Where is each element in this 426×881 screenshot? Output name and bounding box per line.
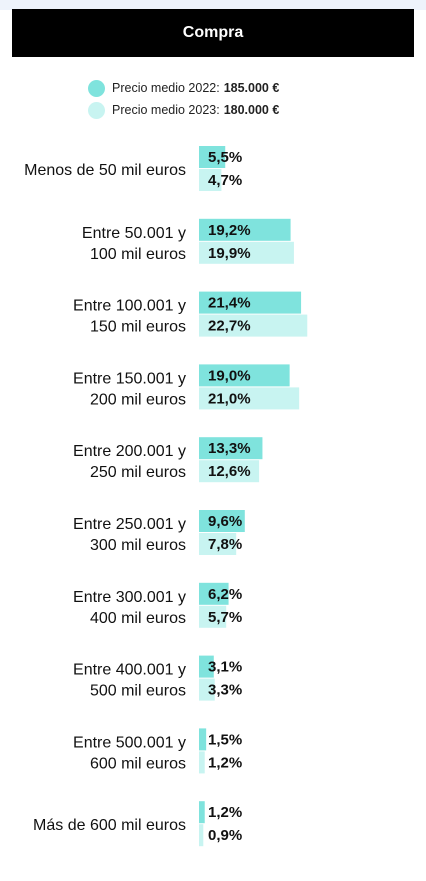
value-label-2022: 6,2% bbox=[208, 586, 242, 603]
bar-2022 bbox=[199, 655, 214, 678]
bar-2023 bbox=[199, 387, 300, 410]
category-label: Entre 50.001 y 100 mil euros bbox=[82, 225, 186, 263]
value-label-2023: 7,8% bbox=[208, 536, 242, 553]
category-label: Entre 250.001 y 300 mil euros bbox=[73, 516, 186, 554]
bar-2023 bbox=[199, 314, 308, 337]
legend: Precio medio 2022: 185.000 € Precio medi… bbox=[88, 77, 279, 121]
value-label-2023: 21,0% bbox=[208, 390, 251, 407]
category-label-line: Entre 500.001 y bbox=[73, 734, 186, 751]
value-label-2023: 3,3% bbox=[208, 682, 242, 699]
category-label: Menos de 50 mil euros bbox=[24, 162, 186, 179]
legend-item-2022: Precio medio 2022: 185.000 € bbox=[88, 77, 279, 99]
category-label-line: 300 mil euros bbox=[90, 537, 186, 554]
legend-item-2023: Precio medio 2023: 180.000 € bbox=[88, 99, 279, 121]
value-label-2022: 19,0% bbox=[208, 367, 251, 384]
bar-2022 bbox=[199, 364, 290, 387]
top-strip bbox=[0, 0, 426, 10]
value-label-2023: 22,7% bbox=[208, 318, 251, 335]
category-label-line: 150 mil euros bbox=[90, 319, 186, 336]
value-label-2022: 19,2% bbox=[208, 222, 251, 239]
bar-2023 bbox=[199, 241, 294, 264]
category-label-line: Entre 250.001 y bbox=[73, 516, 186, 533]
category-label-line: Entre 300.001 y bbox=[73, 589, 186, 606]
value-label-2022: 1,5% bbox=[208, 731, 242, 748]
category-label: Más de 600 mil euros bbox=[33, 817, 186, 834]
value-label-2022: 13,3% bbox=[208, 440, 251, 457]
category-label-line: 100 mil euros bbox=[90, 246, 186, 263]
value-label-2022: 9,6% bbox=[208, 513, 242, 530]
category-label: Entre 200.001 y 250 mil euros bbox=[73, 443, 186, 481]
legend-label-2023: Precio medio 2023: bbox=[112, 103, 220, 117]
category-label-line: Entre 50.001 y bbox=[82, 225, 186, 242]
legend-swatch-2022 bbox=[88, 79, 105, 97]
category-label: Entre 400.001 y 500 mil euros bbox=[73, 662, 186, 700]
bar-2022 bbox=[199, 437, 263, 460]
legend-value-2023: 180.000 € bbox=[223, 103, 280, 117]
bar-2022 bbox=[199, 146, 226, 168]
chart-title: Compra bbox=[182, 24, 244, 41]
bar-2022 bbox=[199, 582, 229, 605]
value-label-2022: 1,2% bbox=[208, 804, 242, 821]
legend-label-2022: Precio medio 2022: bbox=[112, 81, 220, 95]
bar-2023 bbox=[199, 533, 237, 555]
legend-value-2022: 185.000 € bbox=[223, 81, 280, 95]
value-label-2023: 4,7% bbox=[208, 172, 242, 189]
value-label-2023: 12,6% bbox=[208, 463, 251, 480]
category-label: Entre 100.001 y 150 mil euros bbox=[73, 298, 186, 336]
category-label-line: Menos de 50 mil euros bbox=[24, 162, 186, 179]
category-label-line: 500 mil euros bbox=[90, 683, 186, 700]
category-label: Entre 500.001 y 600 mil euros bbox=[73, 734, 186, 772]
category-label-line: Entre 400.001 y bbox=[73, 662, 186, 679]
bar-2023 bbox=[199, 678, 215, 701]
bar-2023 bbox=[199, 751, 205, 774]
bar-2022 bbox=[199, 801, 205, 824]
bar-2022 bbox=[199, 291, 302, 314]
category-label-line: Entre 100.001 y bbox=[73, 298, 186, 315]
category-label-line: Más de 600 mil euros bbox=[33, 817, 186, 834]
value-label-2022: 5,5% bbox=[208, 149, 242, 166]
category-label: Entre 300.001 y 400 mil euros bbox=[73, 589, 186, 627]
chart-header: Compra bbox=[12, 9, 414, 57]
value-label-2023: 19,9% bbox=[208, 245, 251, 262]
bar-2022 bbox=[199, 510, 245, 532]
bar-2022 bbox=[199, 728, 207, 751]
category-label-line: 600 mil euros bbox=[90, 755, 186, 772]
bar-2023 bbox=[199, 460, 260, 483]
category-label-line: Entre 200.001 y bbox=[73, 443, 186, 460]
value-label-2023: 0,9% bbox=[208, 827, 242, 844]
category-label-line: 400 mil euros bbox=[90, 610, 186, 627]
bar-2023 bbox=[199, 169, 222, 191]
bar-2023 bbox=[199, 605, 227, 628]
category-label-line: Entre 150.001 y bbox=[73, 370, 186, 387]
legend-swatch-2023 bbox=[88, 101, 105, 119]
bar-2023 bbox=[199, 824, 204, 847]
category-label: Entre 150.001 y 200 mil euros bbox=[73, 370, 186, 408]
category-label-line: 250 mil euros bbox=[90, 464, 186, 481]
value-label-2022: 3,1% bbox=[208, 659, 242, 676]
value-label-2023: 5,7% bbox=[208, 609, 242, 626]
value-label-2023: 1,2% bbox=[208, 754, 242, 771]
value-label-2022: 21,4% bbox=[208, 295, 251, 312]
bar-2022 bbox=[199, 218, 291, 241]
category-label-line: 200 mil euros bbox=[90, 391, 186, 408]
